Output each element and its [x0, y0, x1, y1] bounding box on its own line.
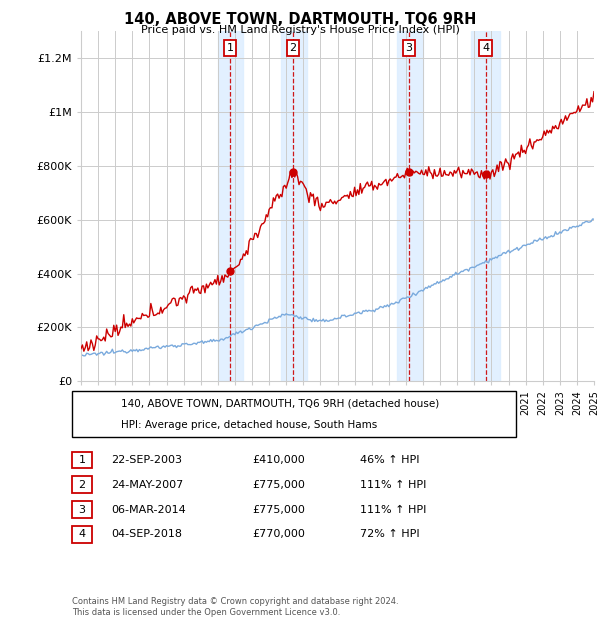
- Bar: [397, 31, 423, 381]
- Text: 24-MAY-2007: 24-MAY-2007: [111, 480, 183, 490]
- Text: £410,000: £410,000: [252, 455, 305, 465]
- Text: 3: 3: [79, 505, 85, 515]
- Text: 111% ↑ HPI: 111% ↑ HPI: [360, 480, 427, 490]
- Text: 4: 4: [482, 43, 490, 53]
- Text: Price paid vs. HM Land Registry's House Price Index (HPI): Price paid vs. HM Land Registry's House …: [140, 25, 460, 35]
- Text: 3: 3: [406, 43, 412, 53]
- Bar: [281, 31, 307, 381]
- Text: HPI: Average price, detached house, South Hams: HPI: Average price, detached house, Sout…: [121, 420, 377, 430]
- Text: 04-SEP-2018: 04-SEP-2018: [111, 529, 182, 539]
- Text: 06-MAR-2014: 06-MAR-2014: [111, 505, 186, 515]
- Text: 2: 2: [79, 480, 85, 490]
- Text: Contains HM Land Registry data © Crown copyright and database right 2024.
This d: Contains HM Land Registry data © Crown c…: [72, 598, 398, 617]
- Text: 111% ↑ HPI: 111% ↑ HPI: [360, 505, 427, 515]
- Bar: [471, 31, 500, 381]
- Text: 4: 4: [79, 529, 85, 539]
- Bar: [218, 31, 244, 381]
- Text: 22-SEP-2003: 22-SEP-2003: [111, 455, 182, 465]
- Text: 46% ↑ HPI: 46% ↑ HPI: [360, 455, 419, 465]
- Text: 140, ABOVE TOWN, DARTMOUTH, TQ6 9RH: 140, ABOVE TOWN, DARTMOUTH, TQ6 9RH: [124, 12, 476, 27]
- Text: 72% ↑ HPI: 72% ↑ HPI: [360, 529, 419, 539]
- Text: 140, ABOVE TOWN, DARTMOUTH, TQ6 9RH (detached house): 140, ABOVE TOWN, DARTMOUTH, TQ6 9RH (det…: [121, 399, 439, 409]
- Text: 1: 1: [79, 455, 85, 465]
- Text: £775,000: £775,000: [252, 480, 305, 490]
- Text: 1: 1: [227, 43, 233, 53]
- Text: £770,000: £770,000: [252, 529, 305, 539]
- Text: £775,000: £775,000: [252, 505, 305, 515]
- Text: 2: 2: [289, 43, 296, 53]
